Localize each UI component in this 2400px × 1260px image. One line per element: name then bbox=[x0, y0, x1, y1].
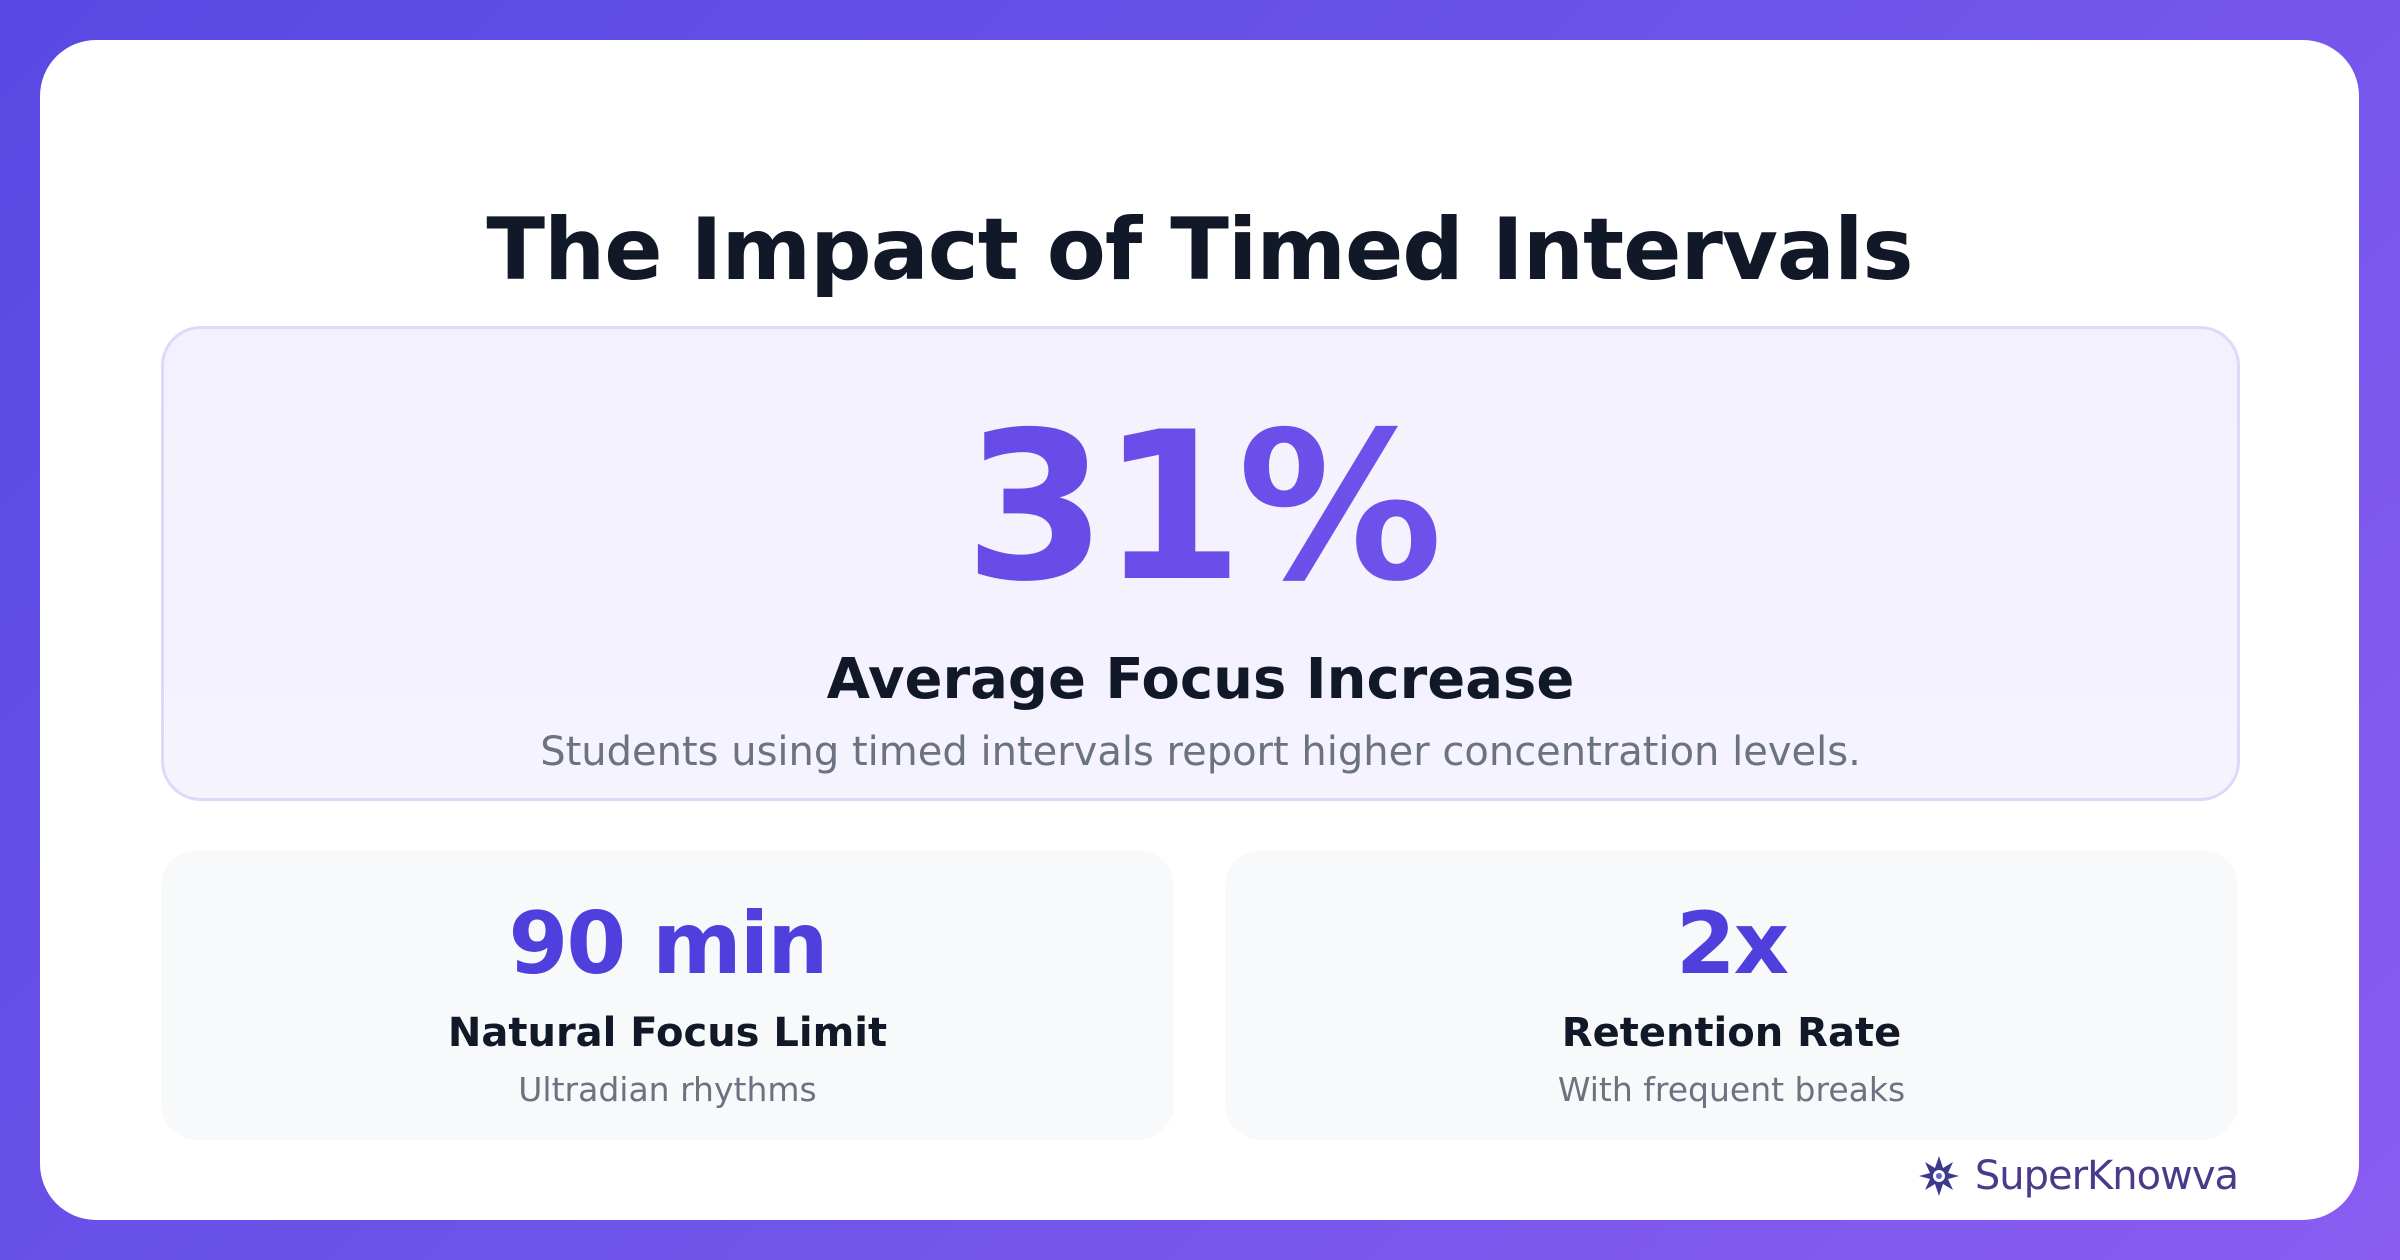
hero-card: 31% Average Focus Increase Students usin… bbox=[161, 326, 2240, 801]
card: The Impact of Timed Intervals 31% Averag… bbox=[40, 40, 2359, 1220]
title: The Impact of Timed Intervals bbox=[486, 200, 1913, 300]
brand-logo bbox=[1918, 1156, 1959, 1196]
stat-card: 2x Retention Rate With frequent breaks bbox=[1225, 850, 2238, 1140]
hero-label: Average Focus Increase bbox=[826, 647, 1575, 712]
hero-value: 31% bbox=[164, 389, 2237, 627]
stat-description: With frequent breaks bbox=[1557, 1070, 1906, 1109]
stat-label: Natural Focus Limit bbox=[447, 1010, 888, 1056]
stat-card: 90 min Natural Focus Limit Ultradian rhy… bbox=[161, 850, 1174, 1140]
hero-description: Students using timed intervals report hi… bbox=[540, 729, 1861, 775]
brand: SuperKnowva bbox=[1917, 1153, 2239, 1199]
brand-name: SuperKnowva bbox=[1974, 1153, 2239, 1199]
stat-label: Retention Rate bbox=[1561, 1010, 1902, 1056]
stat-value: 90 min bbox=[508, 894, 829, 994]
stat-description: Ultradian rhythms bbox=[518, 1070, 817, 1109]
stat-value: 2x bbox=[1675, 894, 1789, 994]
